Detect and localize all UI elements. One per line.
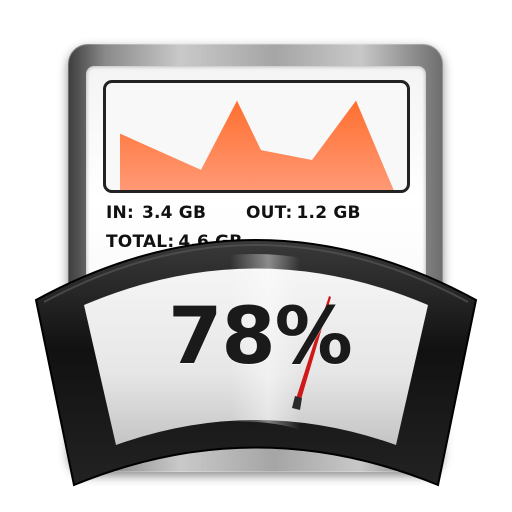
- out-value: 1.2 GB: [296, 203, 361, 223]
- traffic-graph-svg: [120, 100, 394, 190]
- total-label: TOTAL:: [106, 232, 175, 252]
- out-stat: OUT: 1.2 GB: [246, 203, 361, 223]
- gauge-needle: [292, 296, 331, 410]
- traffic-graph: [103, 80, 410, 193]
- in-value: 3.4 GB: [141, 203, 207, 223]
- in-stat: IN: 3.4 GB: [106, 203, 206, 223]
- out-label: OUT:: [246, 203, 293, 223]
- traffic-area: [120, 100, 394, 190]
- in-label: IN:: [106, 203, 134, 223]
- usage-percent: 78%: [168, 292, 353, 382]
